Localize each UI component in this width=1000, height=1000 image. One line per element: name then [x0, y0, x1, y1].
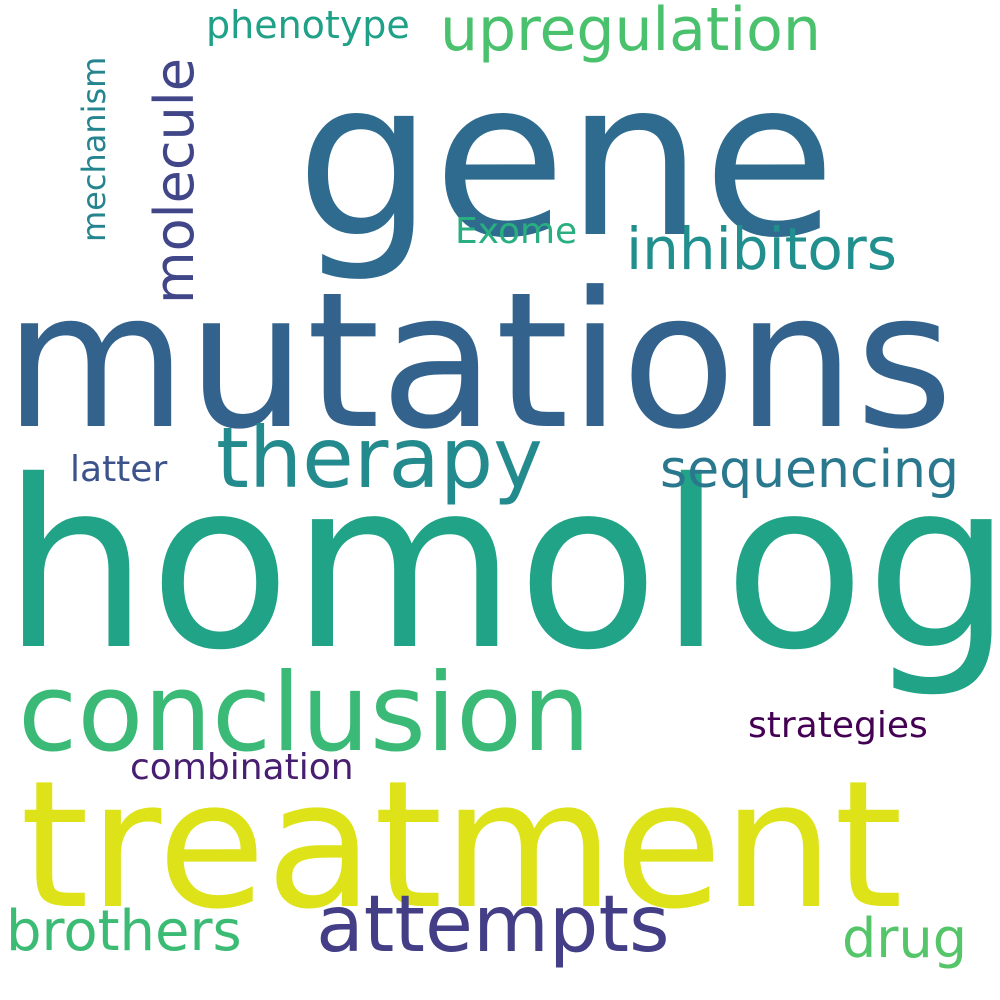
word-gene: gene	[296, 34, 836, 285]
word-drug: drug	[842, 907, 967, 970]
word-upregulation: upregulation	[440, 0, 821, 65]
word-sequencing: sequencing	[660, 440, 959, 500]
word-phenotype: phenotype	[206, 3, 410, 47]
word-inhibitors: inhibitors	[626, 215, 897, 283]
word-attempts: attempts	[316, 880, 670, 970]
word-treatment: treatment	[20, 743, 903, 948]
word-latter: latter	[70, 449, 168, 490]
word-exome: Exome	[455, 211, 578, 252]
word-mechanism: mechanism	[75, 56, 113, 242]
word-mutations: mutations	[4, 252, 954, 471]
word-strategies: strategies	[748, 705, 928, 746]
word-conclusion: conclusion	[18, 651, 591, 776]
word-molecule: molecule	[143, 57, 206, 304]
word-combination: combination	[130, 747, 354, 788]
word-therapy: therapy	[216, 409, 543, 507]
word-brothers: brothers	[6, 899, 242, 964]
word-homolog: homolog	[2, 431, 1000, 701]
